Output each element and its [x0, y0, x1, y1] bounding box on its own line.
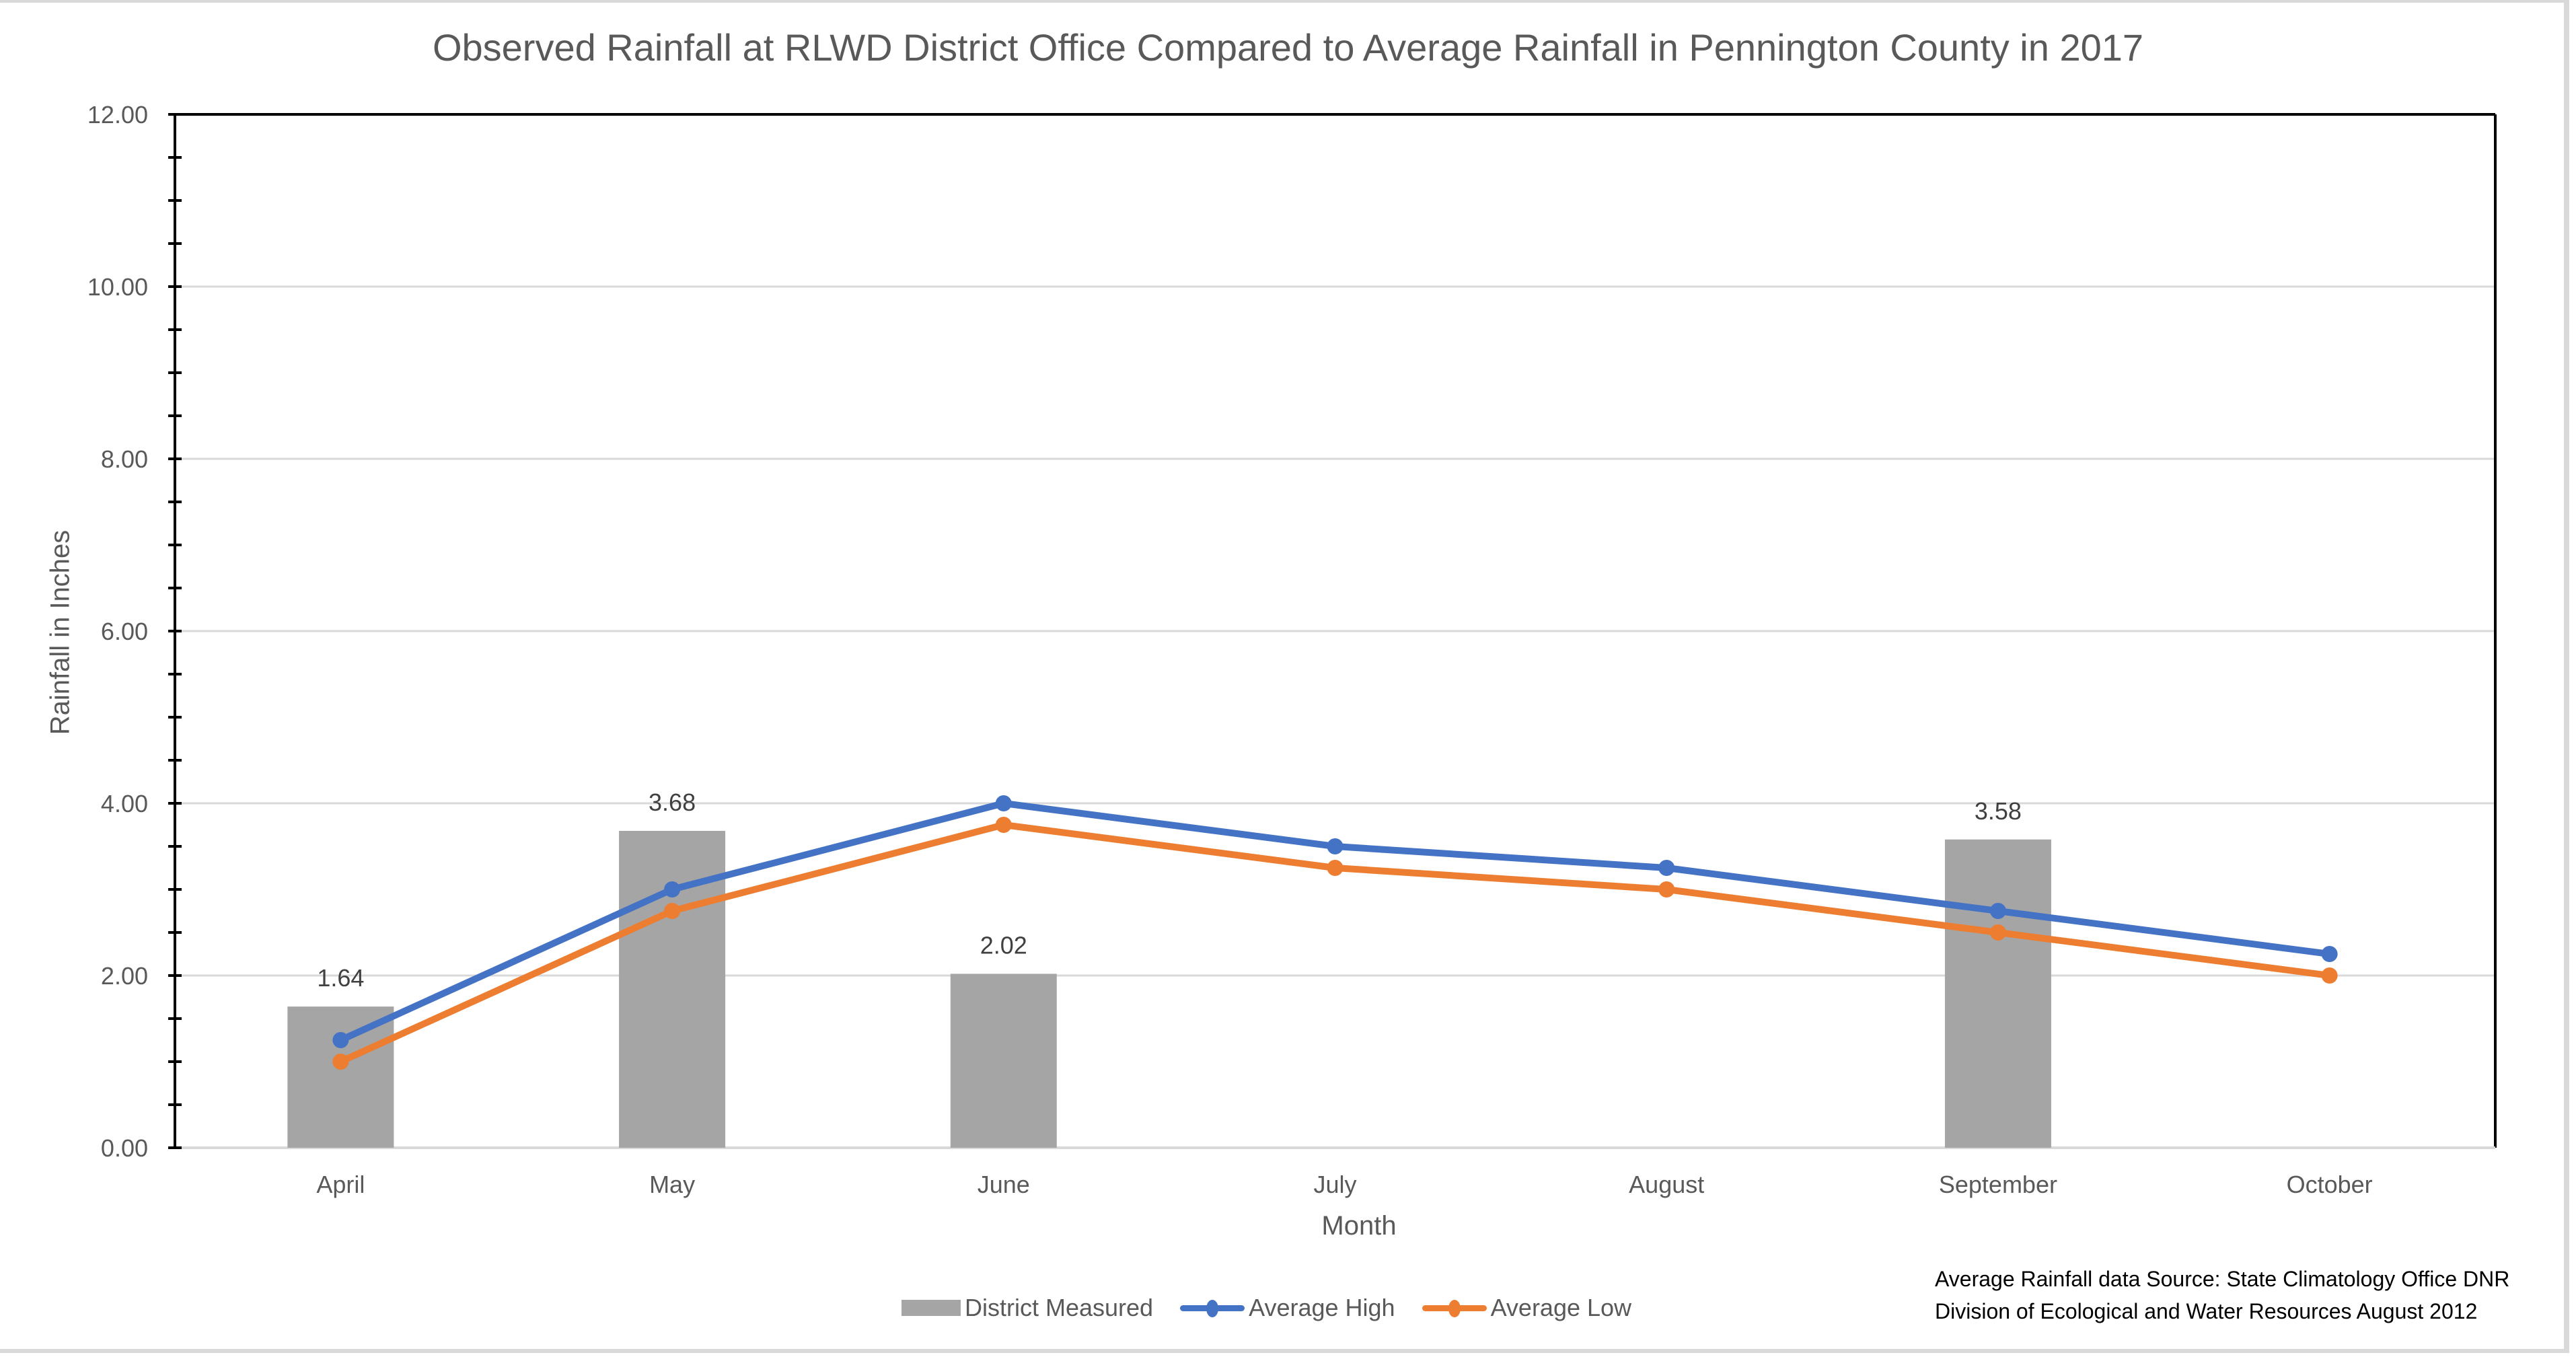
legend: District Measured Average High Average L… [901, 1294, 1658, 1322]
point-average-low-july [1327, 860, 1344, 876]
line-marker-swatch-icon [1422, 1300, 1487, 1317]
bar-april [287, 1006, 394, 1148]
legend-item-average-high[interactable]: Average High [1180, 1294, 1395, 1322]
y-tick-label: 12.00 [87, 101, 148, 129]
point-average-high-september [1989, 903, 2006, 919]
point-average-high-july [1327, 838, 1344, 854]
point-average-low-june [995, 817, 1012, 833]
source-note-line: Division of Ecological and Water Resourc… [1935, 1299, 2478, 1323]
x-tick-label: October [2287, 1171, 2373, 1198]
point-average-high-august [1658, 860, 1675, 876]
bar-data-label: 1.64 [317, 964, 364, 992]
y-tick-label: 6.00 [101, 618, 148, 645]
bar-data-label: 3.58 [1975, 797, 2022, 825]
x-axis-label: Month [1321, 1211, 1397, 1241]
line-marker-swatch-icon [1180, 1300, 1245, 1317]
legend-label: Average Low [1490, 1294, 1632, 1321]
point-average-high-october [2321, 946, 2338, 962]
bar-data-label: 3.68 [649, 788, 696, 816]
y-tick-label: 10.00 [87, 273, 148, 301]
source-note-line: Average Rainfall data Source: State Clim… [1935, 1267, 2510, 1291]
source-note: Average Rainfall data Source: State Clim… [1935, 1263, 2509, 1327]
x-tick-label: May [649, 1171, 695, 1198]
point-average-low-may [664, 903, 681, 919]
chart-title: Observed Rainfall at RLWD District Offic… [432, 26, 2144, 69]
point-average-high-june [995, 795, 1012, 811]
point-average-low-august [1658, 881, 1675, 897]
point-average-low-october [2321, 967, 2338, 984]
legend-label: District Measured [965, 1294, 1154, 1321]
bar-september [1944, 839, 2051, 1148]
legend-item-district-measured[interactable]: District Measured [901, 1294, 1153, 1322]
bar-june [950, 974, 1057, 1148]
x-tick-label: September [1939, 1171, 2057, 1198]
legend-label: Average High [1249, 1294, 1395, 1321]
bar-swatch-icon [901, 1300, 961, 1316]
y-tick-label: 4.00 [101, 790, 148, 817]
y-tick-label: 2.00 [101, 962, 148, 990]
point-average-low-april [332, 1054, 349, 1070]
y-tick-label: 0.00 [101, 1134, 148, 1162]
point-average-high-may [664, 881, 681, 897]
point-average-low-september [1989, 924, 2006, 941]
bar-data-label: 2.02 [980, 931, 1027, 959]
legend-item-average-low[interactable]: Average Low [1422, 1294, 1631, 1322]
point-average-high-april [332, 1032, 349, 1048]
x-tick-label: April [316, 1171, 365, 1198]
y-tick-label: 8.00 [101, 445, 148, 473]
x-tick-label: June [978, 1171, 1030, 1198]
x-tick-label: July [1313, 1171, 1356, 1198]
x-tick-label: August [1629, 1171, 1704, 1198]
